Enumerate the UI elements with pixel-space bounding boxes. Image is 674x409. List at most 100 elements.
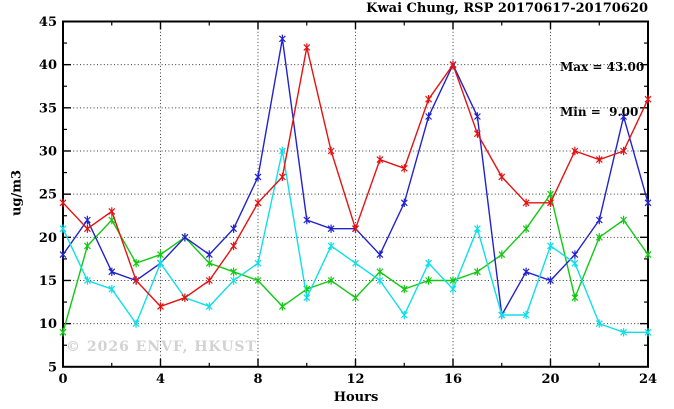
series-red-marker: [230, 241, 238, 251]
series-cyan-marker: [620, 328, 628, 337]
series-blue-marker: [327, 224, 335, 233]
series-red: [59, 43, 652, 311]
series-cyan-marker: [254, 259, 262, 268]
series-green-marker: [400, 284, 408, 294]
series-green-marker: [425, 276, 433, 285]
svg-text:4: 4: [156, 372, 165, 387]
series-cyan-marker: [327, 241, 335, 251]
series-cyan-marker: [83, 276, 91, 285]
y-axis-title: ug/m3: [9, 169, 25, 217]
x-axis-title: Hours: [333, 390, 379, 405]
svg-text:5: 5: [48, 360, 57, 375]
series-cyan-marker: [547, 241, 554, 251]
series-green-marker: [254, 276, 262, 285]
series-cyan-marker: [230, 276, 238, 285]
series-cyan-marker: [522, 310, 530, 320]
series-cyan-marker: [157, 259, 164, 268]
svg-text:20: 20: [39, 231, 57, 246]
series-green-marker: [571, 293, 579, 302]
svg-text:12: 12: [346, 372, 364, 387]
svg-text:40: 40: [39, 58, 57, 73]
series-red-marker: [473, 129, 481, 138]
series-cyan-marker: [59, 224, 67, 233]
series-red-marker: [108, 207, 116, 216]
series-green-marker: [157, 250, 164, 259]
series-cyan-marker: [498, 310, 506, 320]
series-blue-marker: [59, 250, 67, 259]
series-green-marker: [498, 250, 506, 259]
series-blue-marker: [376, 250, 384, 259]
series-red-marker: [59, 198, 67, 208]
series-green-marker: [278, 302, 286, 311]
series-red-marker: [644, 94, 652, 104]
series-cyan-marker: [449, 284, 457, 294]
series-blue-marker: [595, 215, 603, 225]
series-red-marker: [83, 224, 91, 233]
series-blue-marker: [644, 198, 652, 208]
series-green-marker: [132, 259, 140, 268]
series-blue-marker: [83, 215, 91, 225]
svg-text:45: 45: [39, 15, 57, 30]
series-blue-marker: [473, 112, 481, 121]
series-blue-marker: [522, 267, 530, 276]
series-red-marker: [400, 164, 408, 173]
series-green-marker: [59, 328, 67, 337]
series-green-marker: [522, 224, 530, 233]
svg-text:8: 8: [253, 372, 262, 387]
series-blue-marker: [547, 276, 554, 285]
series-cyan-marker: [376, 276, 384, 285]
series-cyan-marker: [571, 259, 579, 268]
series-blue-marker: [205, 250, 213, 259]
series-blue-marker: [571, 250, 579, 259]
stats-box: Max = 43.00 Min = 9.00: [560, 30, 644, 150]
svg-text:24: 24: [639, 372, 657, 387]
series-red-marker: [205, 276, 213, 285]
series-green: [59, 189, 652, 337]
series-red-marker: [595, 155, 603, 164]
svg-text:16: 16: [444, 372, 462, 387]
series-green-marker: [547, 189, 554, 199]
watermark: © 2026 ENVF, HKUST: [66, 339, 257, 355]
series-red-marker: [522, 198, 530, 208]
series-blue-marker: [108, 267, 116, 276]
series-cyan-marker: [425, 259, 433, 268]
svg-text:20: 20: [541, 372, 559, 387]
series-green-marker: [473, 267, 481, 276]
series-red-marker: [498, 172, 506, 182]
series-red-marker: [303, 43, 311, 52]
series-red-marker: [132, 276, 140, 285]
series-green-marker: [230, 267, 238, 276]
series-blue-marker: [230, 224, 238, 233]
series-cyan-marker: [303, 293, 311, 302]
series-cyan-marker: [132, 319, 140, 328]
series-green-marker: [595, 233, 603, 242]
svg-text:0: 0: [58, 372, 67, 387]
svg-text:35: 35: [39, 101, 57, 116]
series-red-marker: [547, 198, 554, 208]
series-green-marker: [620, 215, 628, 225]
series-green-marker: [327, 276, 335, 285]
series-blue-marker: [278, 34, 286, 43]
series-cyan-marker: [400, 310, 408, 320]
min-label: Min = 9.00: [560, 105, 639, 119]
series-blue-marker: [254, 172, 262, 182]
chart-title: Kwai Chung, RSP 20170617-20170620: [366, 1, 648, 16]
series-cyan-marker: [473, 224, 481, 233]
series-blue-marker: [620, 112, 628, 121]
series-green-marker: [205, 259, 213, 268]
max-label: Max = 43.00: [560, 60, 645, 74]
series-red-marker: [181, 293, 189, 302]
series-red-marker: [571, 146, 579, 156]
series-red-marker: [376, 155, 384, 164]
series-red-marker: [352, 224, 359, 233]
series-cyan-marker: [108, 284, 116, 294]
series-cyan-marker: [278, 146, 286, 156]
series-red-marker: [449, 60, 457, 69]
svg-text:15: 15: [39, 274, 57, 289]
series-red-marker: [278, 172, 286, 182]
series-green-marker: [352, 293, 359, 302]
svg-text:25: 25: [39, 188, 57, 203]
series-green-marker: [644, 250, 652, 259]
